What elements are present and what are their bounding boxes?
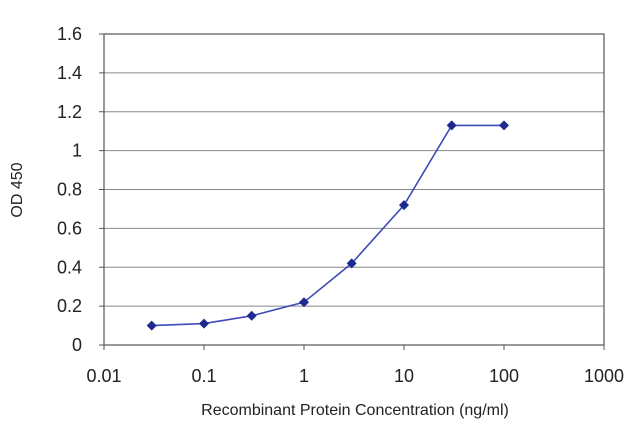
x-tick-label: 0.01 — [86, 366, 121, 386]
series-markers — [146, 120, 509, 331]
y-tick-label: 0.8 — [57, 180, 82, 200]
data-point-0 — [146, 320, 157, 331]
data-point-1 — [199, 318, 209, 329]
data-point-2 — [246, 310, 257, 321]
grid-layer — [104, 72, 604, 307]
series-line — [151, 124, 504, 327]
x-tick-label: 1000 — [584, 366, 624, 386]
data-point-4 — [346, 258, 357, 269]
data-point-5 — [399, 200, 409, 211]
y-tick-label: 1.4 — [57, 63, 82, 83]
y-tick-label: 0 — [72, 335, 82, 355]
y-axis-title: OD 450 — [9, 162, 26, 217]
y-tick-label: 0.6 — [57, 218, 82, 238]
x-tick-label: 100 — [489, 366, 519, 386]
y-tick-label: 0.2 — [57, 296, 82, 316]
x-tick-label: 10 — [394, 366, 414, 386]
y-tick-label: 0.4 — [57, 257, 82, 277]
x-axis-title: Recombinant Protein Concentration (ng/ml… — [201, 402, 509, 419]
x-axis-ticks: 0.01 0.1 1 10 100 1000 — [86, 345, 624, 386]
x-tick-label: 1 — [299, 366, 309, 386]
y-tick-label: 1 — [72, 141, 82, 161]
x-tick-label: 0.1 — [191, 366, 216, 386]
data-point-3 — [299, 297, 309, 308]
y-axis-ticks: 0 0.2 0.4 0.6 0.8 1 1.2 1.4 1.6 — [57, 24, 104, 355]
data-point-6 — [446, 120, 457, 131]
data-point-7 — [499, 120, 509, 131]
y-tick-label: 1.6 — [57, 24, 82, 44]
y-tick-label: 1.2 — [57, 102, 82, 122]
